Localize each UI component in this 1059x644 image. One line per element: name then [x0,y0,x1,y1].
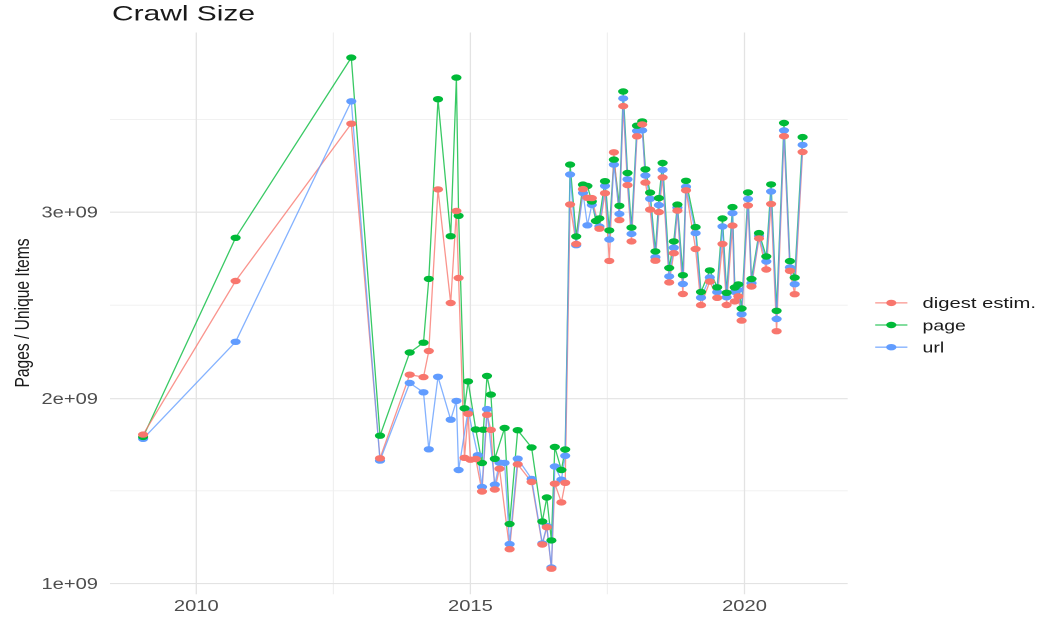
svg-text:3e+09: 3e+09 [42,204,99,221]
svg-text:2020: 2020 [722,598,767,615]
svg-text:2010: 2010 [174,598,219,615]
svg-text:digest estim.: digest estim. [923,295,1037,312]
svg-text:url: url [923,340,945,357]
svg-text:2e+09: 2e+09 [42,391,99,408]
svg-text:Crawl Size: Crawl Size [112,3,255,26]
svg-text:Pages / Unique Items: Pages / Unique Items [10,239,34,388]
svg-text:page: page [923,317,966,334]
svg-text:1e+09: 1e+09 [42,576,99,593]
svg-text:2015: 2015 [448,598,493,615]
